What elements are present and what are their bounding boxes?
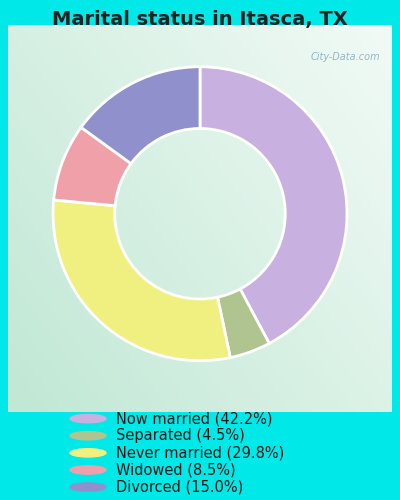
Wedge shape (218, 289, 269, 358)
Circle shape (70, 483, 106, 491)
Circle shape (70, 448, 106, 457)
Text: Marital status in Itasca, TX: Marital status in Itasca, TX (52, 10, 348, 29)
Text: Now married (42.2%): Now married (42.2%) (116, 411, 272, 426)
Circle shape (70, 414, 106, 423)
Wedge shape (53, 200, 230, 360)
Text: Separated (4.5%): Separated (4.5%) (116, 428, 245, 443)
Text: City-Data.com: City-Data.com (311, 52, 380, 62)
Text: Never married (29.8%): Never married (29.8%) (116, 446, 284, 460)
Text: Divorced (15.0%): Divorced (15.0%) (116, 480, 243, 494)
Text: Widowed (8.5%): Widowed (8.5%) (116, 462, 236, 477)
Wedge shape (54, 128, 131, 206)
Circle shape (70, 432, 106, 440)
Wedge shape (200, 66, 347, 344)
Wedge shape (81, 66, 200, 164)
Circle shape (70, 466, 106, 474)
